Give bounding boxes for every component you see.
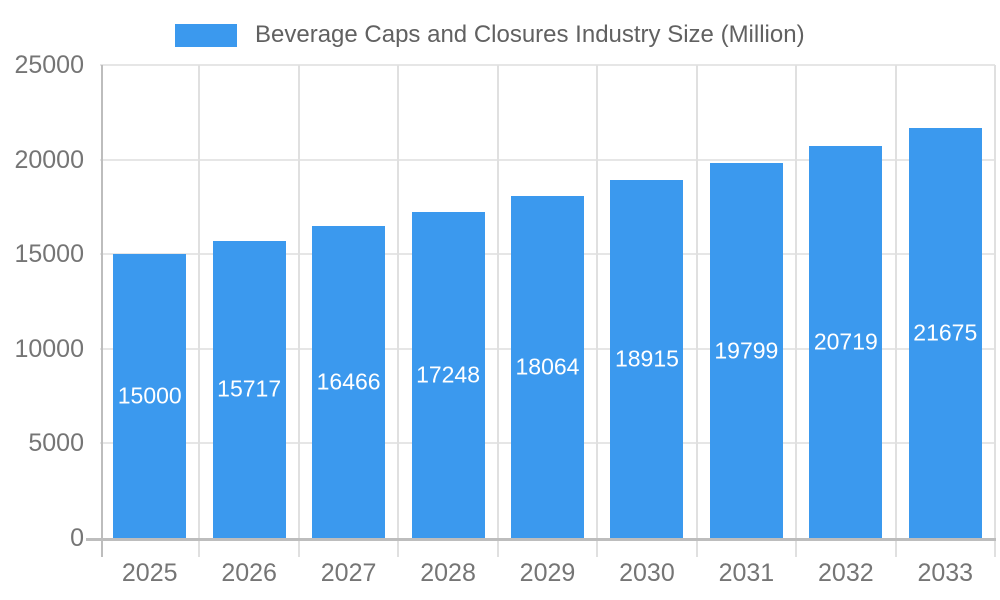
category-boundary-line	[297, 65, 300, 557]
bar-value-label: 21675	[913, 319, 978, 346]
bar-value-label: 15000	[117, 382, 182, 409]
category-boundary-line	[596, 65, 599, 557]
bar-2028[interactable]: 17248	[411, 211, 485, 538]
bar-2026[interactable]: 15717	[212, 240, 286, 538]
category-boundary-line	[994, 65, 996, 557]
legend-label: Beverage Caps and Closures Industry Size…	[255, 21, 805, 48]
x-tick-label: 2032	[818, 559, 874, 587]
y-tick-label: 10000	[14, 334, 84, 363]
category-boundary-line	[894, 65, 897, 557]
y-tick-label: 0	[70, 524, 84, 552]
bar-2031[interactable]: 19799	[709, 163, 783, 538]
bar-value-label: 17248	[416, 361, 481, 388]
y-tick-label: 15000	[14, 240, 84, 269]
bar-2033[interactable]: 21675	[908, 127, 982, 538]
x-axis-line	[86, 538, 996, 541]
bar-value-label: 19799	[714, 337, 779, 364]
category-boundary-line	[695, 65, 698, 557]
x-tick-label: 2029	[519, 559, 576, 587]
x-tick-label: 2027	[320, 559, 377, 587]
category-boundary-line	[397, 65, 400, 557]
bar-value-label: 18064	[515, 353, 580, 380]
y-gridline	[100, 158, 995, 161]
bar-value-label: 15717	[217, 375, 282, 402]
y-axis-line	[101, 65, 103, 557]
bar-2029[interactable]: 18064	[511, 196, 584, 538]
bar-value-label: 20719	[813, 328, 878, 355]
bar-value-label: 18915	[614, 345, 679, 372]
bar-2025[interactable]: 15000	[113, 254, 187, 538]
category-boundary-line	[198, 65, 201, 557]
x-tick-label: 2025	[121, 559, 178, 587]
y-tick-label: 20000	[14, 145, 84, 174]
x-tick-label: 2026	[221, 559, 277, 587]
x-tick-label: 2031	[718, 559, 775, 587]
category-boundary-line	[496, 65, 499, 557]
bar-2032[interactable]: 20719	[809, 145, 883, 538]
y-tick-label: 25000	[14, 51, 84, 79]
legend-swatch	[175, 23, 237, 47]
bar-2027[interactable]: 16466	[312, 226, 386, 538]
x-tick-label: 2030	[619, 559, 675, 587]
x-tick-label: 2033	[917, 559, 974, 587]
bar-2030[interactable]: 18915	[610, 180, 684, 538]
bar-value-label: 16466	[316, 368, 381, 395]
y-tick-label: 5000	[28, 429, 84, 458]
legend-item[interactable]: Beverage Caps and Closures Industry Size…	[175, 21, 805, 49]
x-tick-label: 2028	[420, 559, 476, 587]
y-gridline	[100, 64, 995, 66]
category-boundary-line	[795, 65, 798, 557]
